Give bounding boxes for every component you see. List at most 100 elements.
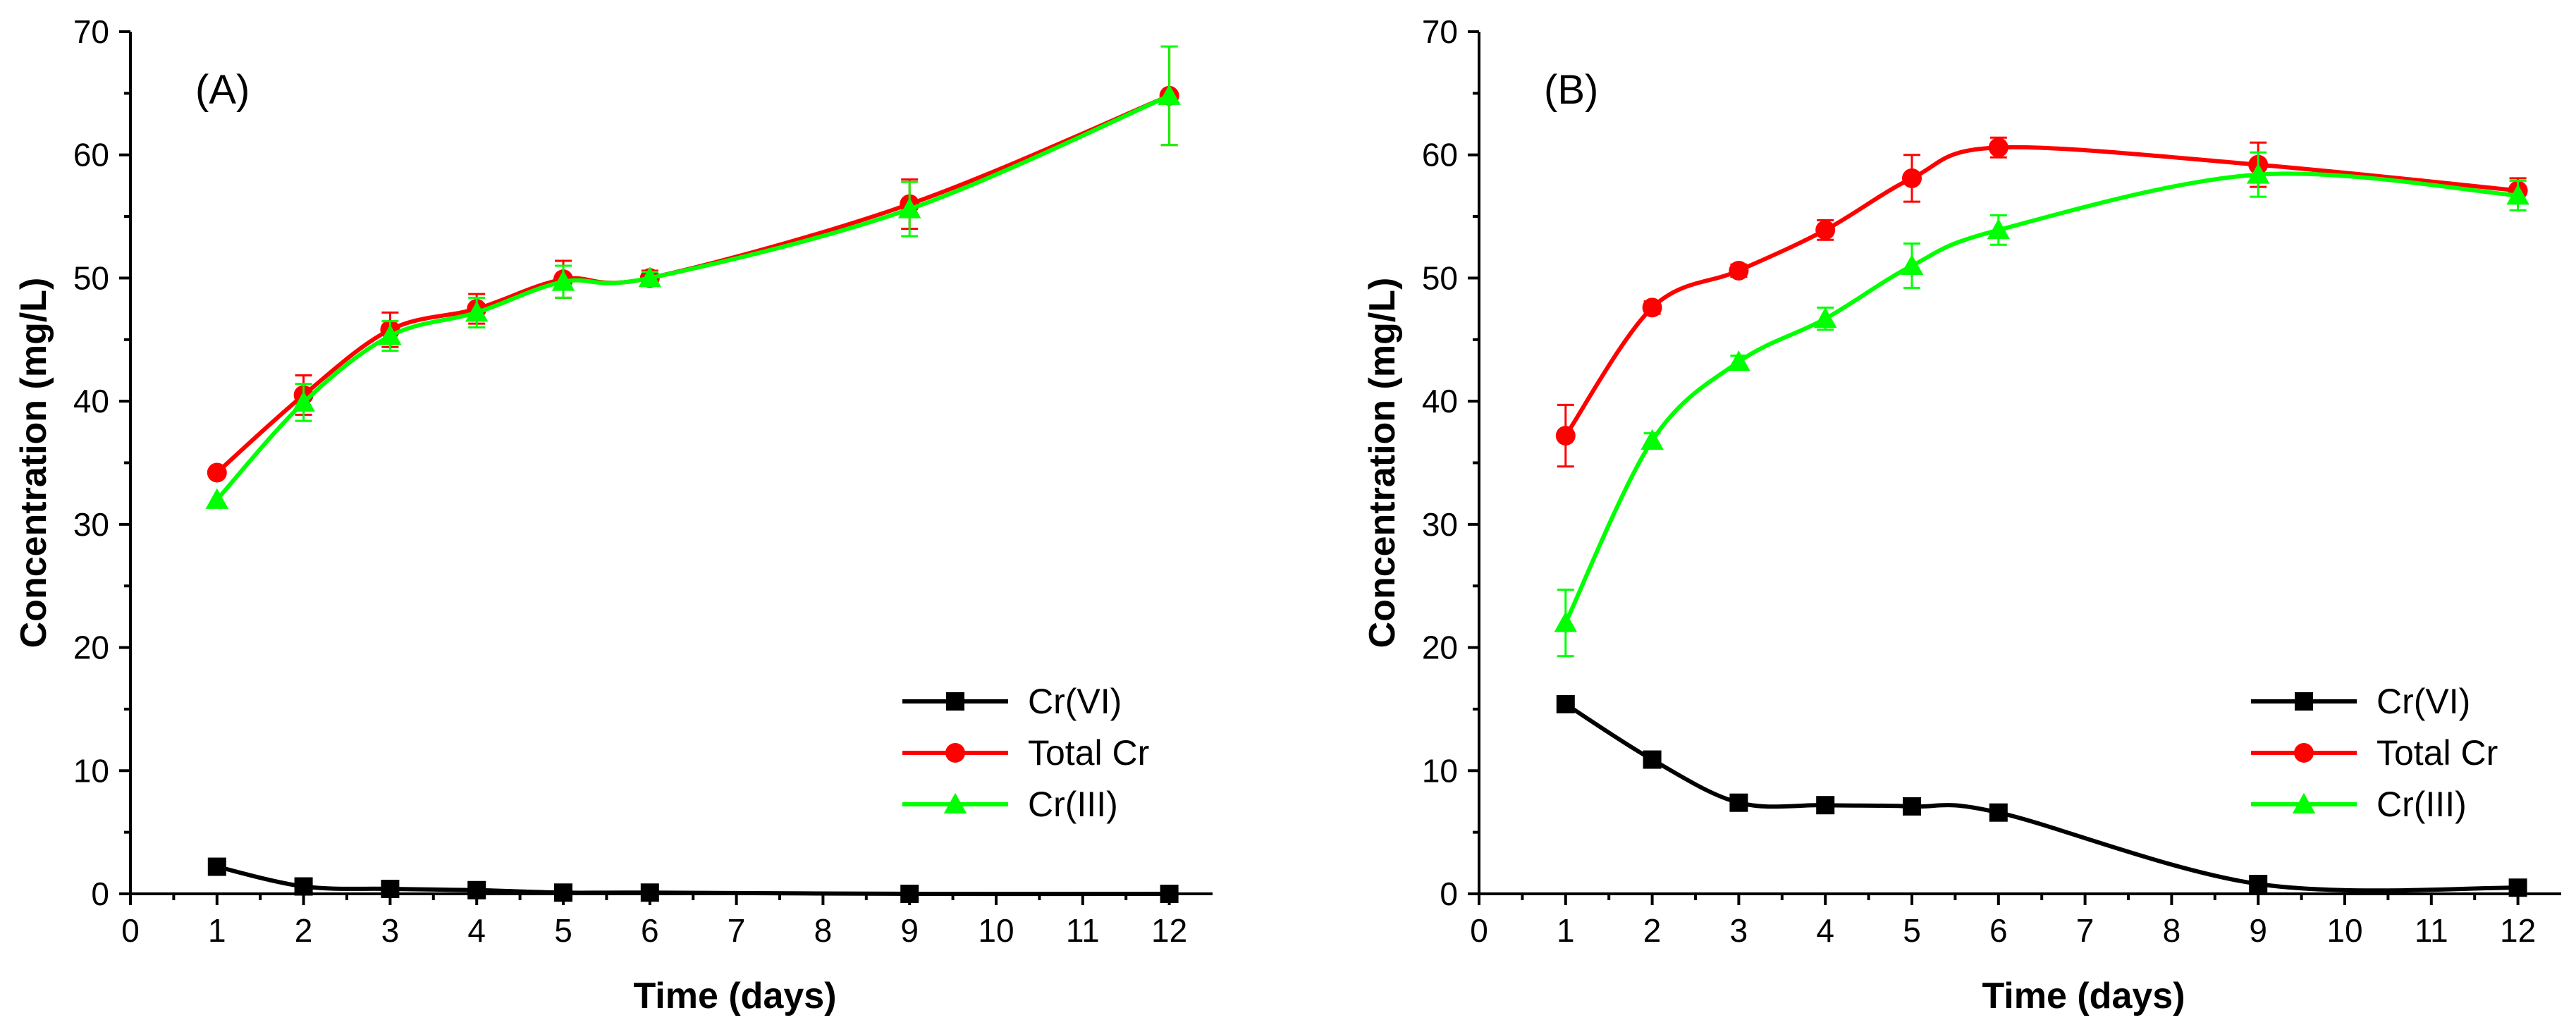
legend-label: Total Cr <box>1028 733 1149 773</box>
data-point <box>1813 307 1837 328</box>
y-tick-label: 10 <box>73 752 109 789</box>
data-point <box>897 197 921 219</box>
data-point <box>379 324 402 345</box>
data-point <box>1903 797 1921 816</box>
series-2 <box>205 45 1181 509</box>
y-tick-label: 60 <box>1422 137 1458 173</box>
data-point <box>1555 426 1576 446</box>
x-tick-label: 6 <box>641 912 659 949</box>
legend-marker <box>946 692 964 711</box>
data-point <box>207 857 226 876</box>
y-tick-label: 20 <box>1422 629 1458 666</box>
data-point <box>1988 137 2008 158</box>
x-tick-label: 8 <box>2163 912 2181 949</box>
data-point <box>1815 220 1836 240</box>
data-point <box>1987 219 2011 240</box>
y-tick-label: 30 <box>73 506 109 543</box>
legend-marker <box>2292 792 2316 813</box>
data-point <box>1556 694 1575 713</box>
x-tick-label: 10 <box>978 912 1014 949</box>
data-point <box>1160 885 1179 903</box>
x-tick-label: 12 <box>1151 912 1187 949</box>
data-point <box>292 391 315 412</box>
data-point <box>1642 297 1662 318</box>
series-2 <box>1554 151 2529 658</box>
legend-marker <box>2295 692 2313 711</box>
y-tick-label: 40 <box>1422 383 1458 419</box>
x-tick-label: 1 <box>208 912 226 949</box>
data-point <box>465 301 489 322</box>
data-point <box>2249 875 2268 894</box>
x-tick-label: 7 <box>728 912 746 949</box>
x-tick-label: 4 <box>467 912 486 949</box>
data-point <box>1640 429 1664 450</box>
legend: Cr(VI) Total Cr Cr(III) <box>2251 682 2498 824</box>
x-tick-label: 5 <box>1903 912 1921 949</box>
x-tick-label: 2 <box>1643 912 1662 949</box>
x-tick-label: 11 <box>2415 912 2448 949</box>
x-tick-label: 1 <box>1557 912 1575 949</box>
legend-label: Total Cr <box>2376 733 2498 773</box>
series-line <box>215 94 1170 474</box>
x-tick-label: 0 <box>121 912 140 949</box>
data-point <box>1554 611 1578 632</box>
x-axis-title: Time (days) <box>633 976 836 1016</box>
legend-marker <box>945 743 965 763</box>
x-tick-label: 6 <box>1989 912 2008 949</box>
series-line <box>1564 702 2518 893</box>
y-tick-label: 50 <box>1422 259 1458 296</box>
y-axis-title: Concentration (mg/L) <box>1362 278 1403 649</box>
x-tick-label: 12 <box>2500 912 2536 949</box>
panel-label: (A) <box>195 67 250 113</box>
series-line <box>216 864 1170 897</box>
y-tick-label: 10 <box>1422 752 1458 789</box>
x-tick-label: 9 <box>2249 912 2267 949</box>
data-point <box>2246 163 2270 184</box>
data-point <box>2506 184 2529 205</box>
data-point <box>467 880 486 899</box>
y-tick-label: 70 <box>1422 13 1458 50</box>
data-point <box>1729 260 1749 281</box>
legend-label: Cr(III) <box>2376 785 2467 824</box>
legend-marker <box>2294 743 2314 763</box>
data-point <box>294 877 313 896</box>
data-point <box>381 880 400 899</box>
legend-label: Cr(VI) <box>2376 682 2470 721</box>
series-line <box>1564 145 2518 437</box>
data-point <box>554 883 572 902</box>
data-point <box>2508 878 2527 897</box>
series-1 <box>207 45 1179 483</box>
series-0 <box>207 857 1179 903</box>
data-point <box>640 883 659 902</box>
series-1 <box>1555 136 2528 468</box>
y-tick-label: 0 <box>1440 876 1458 912</box>
x-tick-label: 3 <box>1730 912 1748 949</box>
data-point <box>1816 796 1835 815</box>
x-tick-label: 11 <box>1066 912 1100 949</box>
x-tick-label: 7 <box>2076 912 2094 949</box>
y-tick-label: 70 <box>73 13 109 50</box>
data-point <box>1989 803 2008 822</box>
legend-label: Cr(VI) <box>1028 682 1122 721</box>
y-axis-title: Concentration (mg/L) <box>13 278 54 649</box>
legend-marker <box>943 792 967 813</box>
series-line <box>1564 171 2518 624</box>
y-tick-label: 40 <box>73 383 109 419</box>
x-tick-label: 5 <box>554 912 572 949</box>
data-point <box>551 270 575 291</box>
y-tick-label: 30 <box>1422 506 1458 543</box>
data-point <box>1900 254 1924 275</box>
y-tick-label: 50 <box>73 259 109 296</box>
x-tick-label: 10 <box>2326 912 2362 949</box>
y-tick-label: 0 <box>91 876 109 912</box>
data-point <box>207 462 227 483</box>
y-tick-label: 20 <box>73 629 109 666</box>
panel-label: (B) <box>1544 67 1598 113</box>
x-tick-label: 8 <box>814 912 833 949</box>
x-axis-title: Time (days) <box>1982 976 2185 1016</box>
data-point <box>205 488 229 509</box>
data-point <box>1902 168 1922 188</box>
